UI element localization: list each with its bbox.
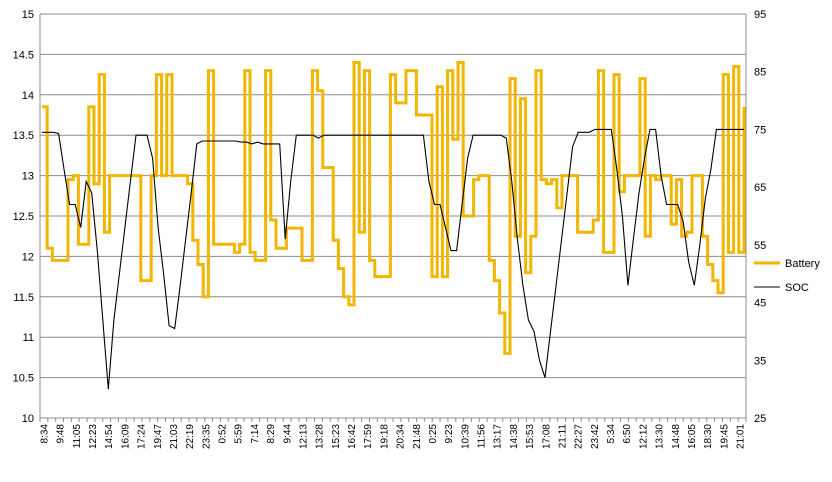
y-left-tick-label: 15 — [22, 9, 34, 21]
x-tick-label: 14:38 — [509, 424, 520, 449]
x-tick-label: 9:48 — [56, 424, 67, 444]
x-tick-label: 12:23 — [88, 424, 99, 449]
y-right-tick-label: 25 — [754, 413, 766, 425]
x-tick-label: 8:29 — [266, 424, 277, 444]
x-tick-label: 13:30 — [655, 424, 666, 449]
x-tick-label: 0:25 — [428, 424, 439, 444]
y-right-tick-label: 35 — [754, 355, 766, 367]
x-tick-label: 17:08 — [541, 424, 552, 449]
x-tick-label: 17:24 — [137, 424, 148, 449]
x-tick-label: 17:59 — [363, 424, 374, 449]
x-tick-label: 15:53 — [525, 424, 536, 449]
x-tick-label: 13:28 — [315, 424, 326, 449]
series-line-soc — [42, 128, 744, 390]
x-tick-label: 19:45 — [719, 424, 730, 449]
x-tick-label: 14:48 — [671, 424, 682, 449]
x-tick-label: 15:23 — [331, 424, 342, 449]
x-tick-label: 0:52 — [218, 424, 229, 444]
y-right-tick-label: 95 — [754, 9, 766, 21]
x-tick-label: 5:34 — [606, 424, 617, 444]
x-tick-label: 21:01 — [736, 424, 747, 449]
x-tick-label: 12:12 — [638, 424, 649, 449]
x-tick-label: 9:23 — [444, 424, 455, 444]
x-tick-label: 7:14 — [250, 424, 261, 444]
x-tick-label: 16:42 — [347, 424, 358, 449]
x-tick-label: 20:34 — [396, 424, 407, 449]
y-left-tick-label: 12 — [22, 251, 34, 263]
y-right-tick-label: 65 — [754, 182, 766, 194]
x-tick-label: 19:47 — [153, 424, 164, 449]
x-tick-label: 18:30 — [703, 424, 714, 449]
legend-label: SOC — [785, 282, 809, 294]
x-tick-label: 23:42 — [590, 424, 601, 449]
y-left-tick-label: 10.5 — [13, 373, 34, 385]
y-left-tick-label: 14 — [22, 90, 34, 102]
y-right-tick-label: 75 — [754, 124, 766, 136]
x-tick-label: 22:19 — [185, 424, 196, 449]
x-tick-label: 10:39 — [460, 424, 471, 449]
x-tick-label: 21:03 — [169, 424, 180, 449]
x-tick-label: 12:13 — [298, 424, 309, 449]
y-left-tick-label: 13.5 — [13, 130, 34, 142]
y-left-tick-label: 10 — [22, 413, 34, 425]
x-tick-label: 21:48 — [412, 424, 423, 449]
x-tick-label: 16:05 — [687, 424, 698, 449]
y-left-tick-label: 13 — [22, 171, 34, 183]
series-line-battery — [42, 61, 746, 355]
legend-label: Battery — [785, 258, 820, 270]
x-tick-label: 23:35 — [201, 424, 212, 449]
y-left-tick-label: 11.5 — [13, 292, 34, 304]
x-tick-label: 5:59 — [234, 424, 245, 444]
x-tick-label: 13:17 — [493, 424, 504, 449]
x-tick-label: 16:09 — [120, 424, 131, 449]
y-left-tick-label: 14.5 — [13, 49, 34, 61]
x-tick-label: 22:27 — [574, 424, 585, 449]
y-left-tick-label: 12.5 — [13, 211, 34, 223]
y-right-tick-label: 45 — [754, 298, 766, 310]
x-tick-label: 21:11 — [557, 424, 568, 449]
x-tick-label: 8:34 — [40, 424, 51, 444]
x-tick-label: 6:50 — [622, 424, 633, 444]
y-right-tick-label: 55 — [754, 240, 766, 252]
x-tick-label: 19:18 — [379, 424, 390, 449]
y-right-tick-label: 85 — [754, 67, 766, 79]
x-tick-label: 9:44 — [282, 424, 293, 444]
x-tick-label: 14:54 — [104, 424, 115, 449]
x-tick-label: 11:05 — [72, 424, 83, 449]
y-left-tick-label: 11 — [23, 332, 34, 344]
x-tick-label: 11:56 — [477, 424, 488, 449]
